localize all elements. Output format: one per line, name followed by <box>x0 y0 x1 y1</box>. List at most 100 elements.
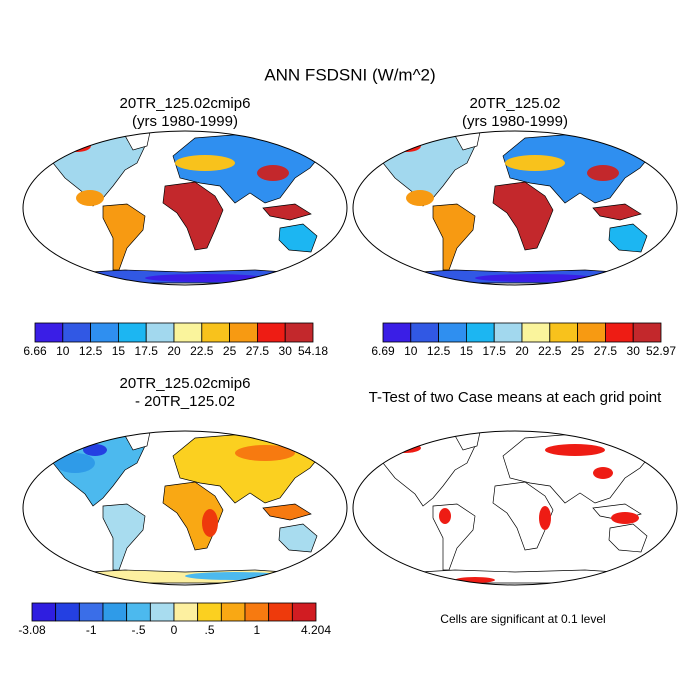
colorbar-box <box>632 322 662 343</box>
colorbar-box <box>173 322 203 343</box>
panel-title: - 20TR_125.02 <box>135 393 235 410</box>
continent <box>262 203 312 221</box>
field-patch <box>593 467 613 479</box>
colorbar-label: 27.5 <box>594 344 618 358</box>
colorbar-label: 12.5 <box>79 344 103 358</box>
field-patch <box>475 274 595 282</box>
colorbar-label: 22.5 <box>190 344 214 358</box>
colorbar-label: 20 <box>515 344 529 358</box>
continent <box>608 223 648 253</box>
colorbar-label: 22.5 <box>538 344 562 358</box>
field-patch <box>175 155 235 171</box>
panel-title: 20TR_125.02cmip6 <box>120 95 251 112</box>
colorbar-box <box>145 322 175 343</box>
continent <box>102 203 146 271</box>
colorbar-box <box>102 602 128 622</box>
colorbar-label: 17.5 <box>135 344 159 358</box>
colorbar-box <box>549 322 578 343</box>
colorbar-label: -1 <box>86 623 97 637</box>
panel-note: Cells are significant at 0.1 level <box>440 612 605 626</box>
map-outline <box>352 430 678 586</box>
map-outline <box>22 130 348 286</box>
field-patch <box>83 444 107 456</box>
colorbar-label: 10 <box>404 344 418 358</box>
colorbar-label: 6.69 <box>371 344 395 358</box>
field-patch <box>611 512 639 524</box>
colorbar-label: 27.5 <box>246 344 270 358</box>
map-outline <box>352 130 678 286</box>
colorbar-box <box>197 602 222 622</box>
colorbar-box <box>521 322 551 343</box>
land <box>374 431 656 584</box>
continent <box>432 203 476 271</box>
field-patch <box>55 453 95 473</box>
colorbar-label: 25 <box>223 344 237 358</box>
colorbar-box <box>173 602 199 622</box>
colorbar-box <box>438 322 467 343</box>
continent <box>262 503 312 521</box>
continent <box>608 523 648 553</box>
map <box>352 130 678 286</box>
panel-title: 20TR_125.02cmip6 <box>120 375 251 392</box>
continent <box>374 435 476 507</box>
panel-title: 20TR_125.02 <box>470 95 561 112</box>
colorbar-box <box>244 602 270 622</box>
continent <box>492 481 554 551</box>
colorbar-box <box>126 602 151 622</box>
field-patch <box>587 165 619 181</box>
colorbar-label: 25 <box>571 344 585 358</box>
panel-title: T-Test of two Case means at each grid po… <box>369 389 662 406</box>
field-patch <box>235 445 295 461</box>
field-patch <box>76 190 104 206</box>
colorbar-label: -3.08 <box>18 623 46 637</box>
colorbar-box <box>149 602 175 622</box>
figure-title: ANN FSDSNI (W/m^2) <box>264 65 435 84</box>
colorbar-box <box>284 322 314 343</box>
field-patch <box>257 165 289 181</box>
map <box>22 430 348 586</box>
colorbar-box <box>382 322 412 343</box>
continent <box>278 523 318 553</box>
colorbar-box <box>268 602 293 622</box>
land <box>374 131 656 284</box>
field-patch <box>539 506 551 530</box>
colorbar-box <box>31 602 57 622</box>
colorbar-box <box>410 322 439 343</box>
colorbar-label: 10 <box>56 344 70 358</box>
colorbar-label: 52.97 <box>646 344 676 358</box>
map-outline <box>22 430 348 586</box>
colorbar-label: 0 <box>171 623 178 637</box>
colorbar-box <box>493 322 523 343</box>
field-patch <box>505 155 565 171</box>
continent <box>102 503 146 571</box>
field-patch <box>406 190 434 206</box>
continent <box>592 203 642 221</box>
colorbar-label: 4.204 <box>301 623 331 637</box>
colorbar-box <box>465 322 495 343</box>
field-patch <box>455 577 495 583</box>
colorbar-box <box>62 322 91 343</box>
continent <box>278 223 318 253</box>
field-patch <box>439 508 451 524</box>
map <box>352 430 678 586</box>
colorbar-label: 54.18 <box>298 344 328 358</box>
map <box>22 130 348 286</box>
colorbar-box <box>605 322 634 343</box>
continent <box>492 181 554 251</box>
colorbar-box <box>256 322 286 343</box>
colorbar-box <box>118 322 147 343</box>
panel-title: (yrs 1980-1999) <box>462 113 568 130</box>
colorbar-label: 6.66 <box>23 344 47 358</box>
colorbar-box <box>55 602 80 622</box>
colorbar-box <box>577 322 606 343</box>
colorbar-label: 17.5 <box>483 344 507 358</box>
colorbar-box <box>90 322 119 343</box>
field-patch <box>145 274 265 282</box>
land <box>44 131 326 284</box>
continent <box>162 181 224 251</box>
field-patch <box>202 509 218 537</box>
colorbar-box <box>229 322 258 343</box>
colorbar-label: -.5 <box>131 623 145 637</box>
colorbar-box <box>201 322 231 343</box>
